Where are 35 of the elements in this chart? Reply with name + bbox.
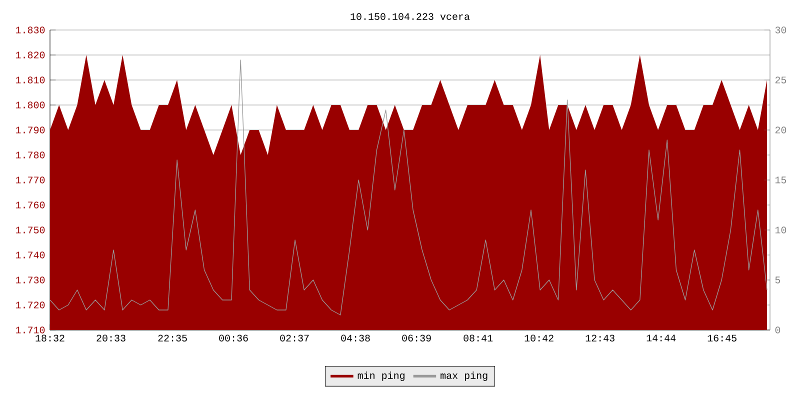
- y-tick-label: 1.780: [16, 152, 45, 158]
- x-tick-label: 06:39: [402, 334, 431, 342]
- x-tick-label: 20:33: [96, 334, 126, 342]
- chart-title: 10.150.104.223 vcera: [350, 13, 470, 20]
- y-tick-label: 1.770: [16, 176, 45, 184]
- y-tick-label: 1.750: [16, 226, 45, 234]
- x-tick-label: 10:42: [524, 334, 554, 342]
- x-tick-label: 00:36: [219, 334, 248, 342]
- x-tick-label: 14:44: [646, 334, 676, 342]
- y-tick-label: 1.710: [16, 326, 45, 334]
- x-tick-label: 12:43: [586, 334, 614, 342]
- x-tick-label: 04:38: [341, 334, 370, 342]
- y-tick-label: 1.810: [16, 76, 45, 84]
- x-tick-label: 18:32: [36, 334, 64, 342]
- y2-tick-label: 20: [775, 126, 786, 134]
- x-tick-label: 16:45: [708, 334, 736, 342]
- y-tick-label: 1.740: [16, 252, 45, 258]
- legend-label: min ping: [358, 372, 404, 381]
- x-tick-label: 02:37: [280, 334, 309, 342]
- y2-tick-label: 30: [775, 26, 786, 34]
- y2-tick-label: 25: [775, 76, 786, 84]
- y-tick-label: 1.830: [16, 26, 45, 34]
- y2-tick-label: 15: [775, 176, 786, 184]
- y-tick-label: 1.720: [16, 302, 45, 308]
- x-tick-label: 22:35: [158, 334, 187, 342]
- y-tick-label: 1.790: [16, 126, 45, 134]
- legend-label: max ping: [440, 372, 488, 381]
- y-tick-label: 1.800: [16, 102, 45, 108]
- y-tick-label: 1.820: [16, 52, 45, 58]
- y-tick-label: 1.730: [16, 276, 45, 284]
- y-tick-label: 1.760: [16, 202, 45, 208]
- y2-tick-label: 5: [775, 276, 780, 284]
- y2-tick-label: 10: [775, 226, 786, 234]
- x-tick-label: 08:41: [464, 334, 493, 342]
- y2-tick-label: 0: [775, 326, 780, 334]
